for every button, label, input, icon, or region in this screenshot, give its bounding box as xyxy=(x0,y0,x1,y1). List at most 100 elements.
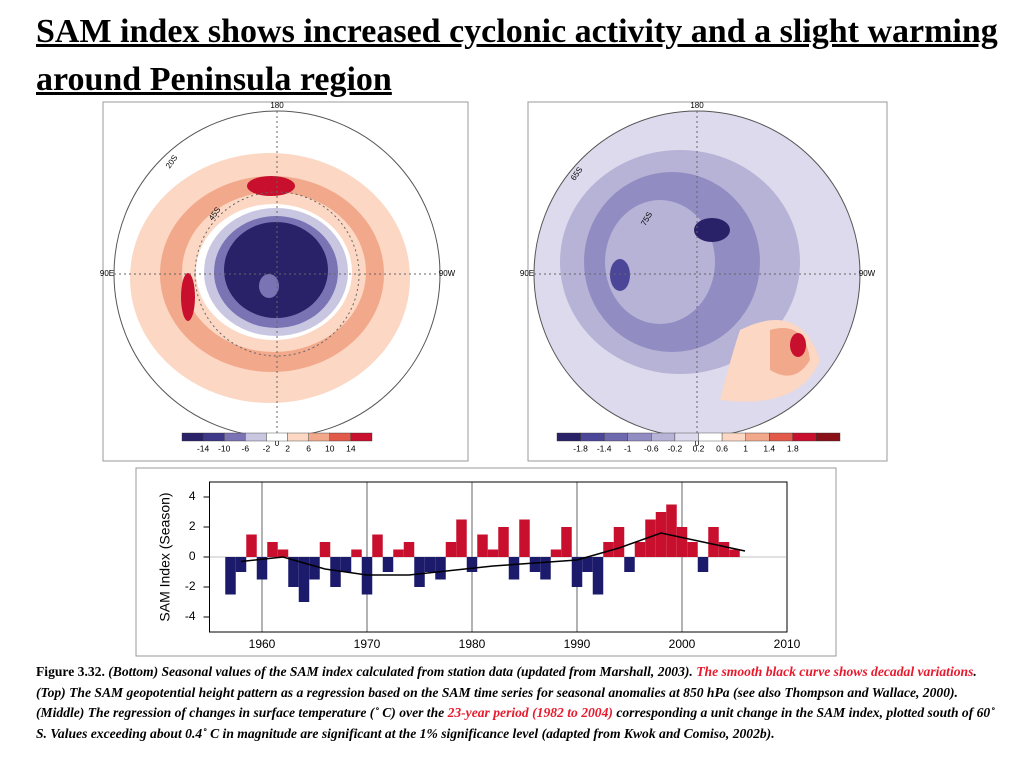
bar xyxy=(613,527,625,557)
bar xyxy=(435,557,446,580)
bar xyxy=(319,542,331,557)
colorbar-label: -0.6 xyxy=(644,443,659,453)
colorbar-label: 14 xyxy=(346,443,356,453)
caption-segment: Figure 3.32. xyxy=(36,664,109,679)
colorbar-swatch xyxy=(698,432,723,442)
bar xyxy=(508,557,520,580)
bar xyxy=(697,557,709,572)
colorbar-swatch xyxy=(769,432,794,442)
bar xyxy=(235,557,247,572)
colorbar-label: -14 xyxy=(197,443,210,453)
colorbar-swatch xyxy=(266,432,288,442)
bar xyxy=(372,534,383,557)
colorbar-label: 2 xyxy=(285,443,290,453)
bar xyxy=(634,542,646,557)
bar xyxy=(256,557,268,580)
bar xyxy=(456,519,467,557)
colorbar-swatch xyxy=(651,432,676,442)
map-2 xyxy=(533,110,861,438)
caption: Figure 3.32. (Bottom) Seasonal values of… xyxy=(36,662,996,744)
bar xyxy=(393,549,404,557)
slide-title: SAM index shows increased cyclonic activ… xyxy=(36,13,998,98)
colorbar-swatch xyxy=(816,432,841,442)
colorbar-label: 0.2 xyxy=(693,443,705,453)
bar xyxy=(687,542,698,557)
chart-frame xyxy=(135,467,837,657)
y-tick-label: -4 xyxy=(185,609,196,623)
bar xyxy=(288,557,299,587)
y-tick-label: 4 xyxy=(189,489,196,503)
x-tick-label: 1980 xyxy=(459,637,486,651)
map-1 xyxy=(113,110,441,438)
map-label: 180 xyxy=(270,101,284,110)
colorbar-swatch xyxy=(329,432,352,442)
bar xyxy=(351,549,362,557)
colorbar-swatch xyxy=(245,432,267,442)
map-label: 0 xyxy=(695,439,700,448)
bar xyxy=(225,557,236,595)
map-label: 0 xyxy=(275,439,280,448)
bar xyxy=(298,557,310,602)
bar xyxy=(540,557,551,580)
colorbar-swatch xyxy=(308,432,330,442)
bar xyxy=(414,557,425,587)
colorbar-label: -1.4 xyxy=(597,443,612,453)
colorbar-label: -0.2 xyxy=(668,443,683,453)
map-label: 90E xyxy=(520,269,534,278)
map-label: 90E xyxy=(100,269,114,278)
bar xyxy=(550,549,562,557)
colorbar-swatch xyxy=(350,432,373,442)
bar xyxy=(582,557,593,572)
colorbar-swatch xyxy=(556,432,581,442)
colorbar-swatch xyxy=(745,432,770,442)
bar xyxy=(529,557,541,572)
bar xyxy=(330,557,341,587)
colorbar-swatch xyxy=(674,432,699,442)
colorbar-label: 1 xyxy=(743,443,748,453)
bar xyxy=(382,557,394,572)
caption-segment: . (Top) The SAM geopotential height patt… xyxy=(36,664,977,720)
bar xyxy=(519,519,530,557)
map-label: 90W xyxy=(439,269,456,278)
colorbar-swatch xyxy=(224,432,246,442)
bar xyxy=(624,557,635,572)
bar xyxy=(403,542,415,557)
colorbar-swatch xyxy=(181,432,204,442)
colorbar-label: -10 xyxy=(218,443,231,453)
colorbar-label: 1.4 xyxy=(763,443,775,453)
colorbar-label: 6 xyxy=(306,443,311,453)
y-tick-label: 2 xyxy=(189,519,196,533)
x-tick-label: 1970 xyxy=(354,637,381,651)
map-label: 180 xyxy=(690,101,704,110)
map-label: 90W xyxy=(859,269,876,278)
bar xyxy=(267,542,278,557)
bar xyxy=(676,527,688,557)
colorbar-label: 0.6 xyxy=(716,443,728,453)
caption-segment: The smooth black curve shows decadal var… xyxy=(696,664,974,679)
bar xyxy=(445,542,457,557)
colorbar-label: -1 xyxy=(624,443,632,453)
y-tick-label: 0 xyxy=(189,549,196,563)
caption-segment: (Bottom) Seasonal values of the SAM inde… xyxy=(108,664,697,679)
x-tick-label: 2000 xyxy=(669,637,696,651)
caption-segment: 23-year period (1982 to 2004) xyxy=(447,705,613,720)
bar xyxy=(655,512,667,557)
bar xyxy=(561,527,572,557)
bar xyxy=(498,527,509,557)
y-tick-label: -2 xyxy=(185,579,196,593)
bar xyxy=(277,549,289,557)
bar xyxy=(718,542,730,557)
bar xyxy=(487,549,499,557)
colorbar-label: -6 xyxy=(242,443,250,453)
bar xyxy=(666,504,677,557)
colorbar-label: -2 xyxy=(263,443,271,453)
bar xyxy=(708,527,719,557)
x-tick-label: 1990 xyxy=(564,637,591,651)
colorbar-swatch xyxy=(627,432,652,442)
x-tick-label: 2010 xyxy=(774,637,801,651)
colorbar-swatch xyxy=(287,432,309,442)
colorbar-label: -1.8 xyxy=(573,443,588,453)
colorbar-swatch xyxy=(721,432,746,442)
